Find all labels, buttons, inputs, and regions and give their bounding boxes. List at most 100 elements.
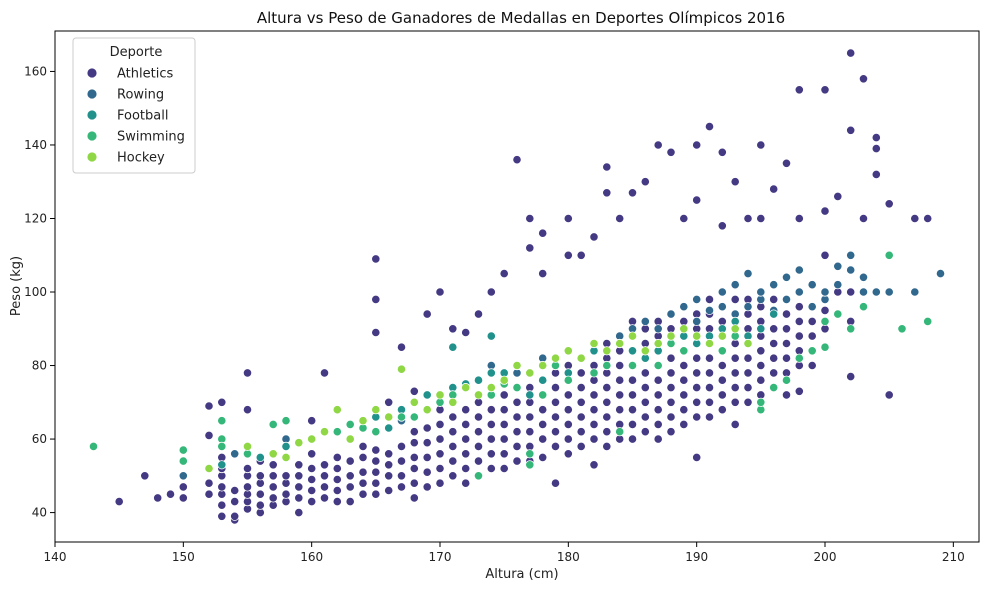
data-point xyxy=(396,482,407,492)
data-point xyxy=(781,158,792,168)
data-point xyxy=(332,474,342,485)
data-point xyxy=(345,496,355,507)
data-point xyxy=(217,511,227,521)
data-point xyxy=(794,331,804,341)
data-point xyxy=(422,309,432,319)
data-point xyxy=(486,331,496,341)
data-point xyxy=(794,213,804,224)
data-point xyxy=(704,368,715,378)
data-point xyxy=(589,460,599,470)
data-point xyxy=(332,427,342,437)
data-point xyxy=(409,438,419,448)
data-point xyxy=(692,316,702,326)
data-point xyxy=(704,122,715,132)
data-point xyxy=(204,489,214,499)
data-point xyxy=(794,353,804,363)
data-point xyxy=(820,85,830,95)
data-point xyxy=(807,346,817,356)
data-point xyxy=(358,478,368,488)
data-point xyxy=(756,213,766,224)
data-point xyxy=(268,471,278,481)
data-point xyxy=(666,427,676,437)
data-point xyxy=(589,434,599,444)
data-point xyxy=(589,232,599,242)
data-point xyxy=(319,482,330,492)
data-point xyxy=(525,427,535,437)
data-point xyxy=(140,471,150,481)
data-point xyxy=(653,434,663,444)
data-point xyxy=(255,471,265,481)
data-point xyxy=(461,434,471,444)
data-point xyxy=(717,147,727,157)
data-point xyxy=(794,302,804,312)
data-point xyxy=(268,482,278,492)
data-point xyxy=(461,327,471,338)
data-point xyxy=(769,280,779,290)
data-point xyxy=(371,427,381,437)
data-point xyxy=(704,382,715,393)
data-point xyxy=(769,184,779,194)
data-point xyxy=(781,294,792,304)
data-point xyxy=(563,346,573,356)
data-point xyxy=(692,331,702,341)
data-point xyxy=(204,401,214,411)
data-point xyxy=(435,434,445,444)
data-point xyxy=(858,272,869,282)
data-point xyxy=(409,427,419,437)
data-point xyxy=(371,489,381,499)
data-point xyxy=(704,412,715,422)
data-point xyxy=(281,452,291,462)
data-point xyxy=(538,375,548,385)
data-point xyxy=(204,430,214,440)
data-point xyxy=(525,390,535,400)
data-point xyxy=(332,405,342,415)
data-point xyxy=(332,485,342,496)
data-point xyxy=(756,324,766,334)
data-point xyxy=(281,441,291,451)
data-point xyxy=(538,452,548,462)
data-point xyxy=(422,405,432,415)
data-point xyxy=(589,368,599,378)
data-point xyxy=(666,309,676,319)
data-point xyxy=(730,353,740,363)
data-point xyxy=(743,302,753,312)
data-point xyxy=(627,434,638,444)
data-point xyxy=(897,324,907,334)
data-point xyxy=(679,360,689,371)
data-point xyxy=(704,353,715,363)
data-point xyxy=(615,427,625,437)
x-axis: 140 150 160 170 180 190 200 210 xyxy=(44,542,965,564)
data-point xyxy=(576,441,586,451)
data-point xyxy=(473,375,484,385)
data-point xyxy=(538,390,548,400)
data-point xyxy=(332,463,342,474)
data-point xyxy=(512,397,522,407)
data-point xyxy=(563,213,573,224)
data-point xyxy=(486,463,496,474)
data-point xyxy=(307,485,317,496)
data-point xyxy=(846,48,856,58)
legend-marker xyxy=(86,151,98,163)
data-point xyxy=(794,85,804,95)
data-point xyxy=(499,463,509,474)
data-point xyxy=(781,353,792,363)
data-point xyxy=(756,346,766,356)
data-point xyxy=(319,427,330,437)
data-point xyxy=(255,500,265,510)
y-tick-label: 120 xyxy=(24,211,47,225)
data-point xyxy=(473,412,484,422)
data-point xyxy=(371,294,381,304)
data-point xyxy=(563,405,573,415)
data-point xyxy=(769,382,779,393)
data-point xyxy=(499,449,509,459)
x-tick-label: 200 xyxy=(814,550,837,564)
data-point xyxy=(743,368,753,378)
data-point xyxy=(769,368,779,378)
data-point xyxy=(615,213,625,224)
data-point xyxy=(371,327,381,338)
data-point xyxy=(371,467,381,477)
data-point xyxy=(281,416,291,426)
data-point xyxy=(448,427,458,437)
data-point xyxy=(550,478,561,488)
